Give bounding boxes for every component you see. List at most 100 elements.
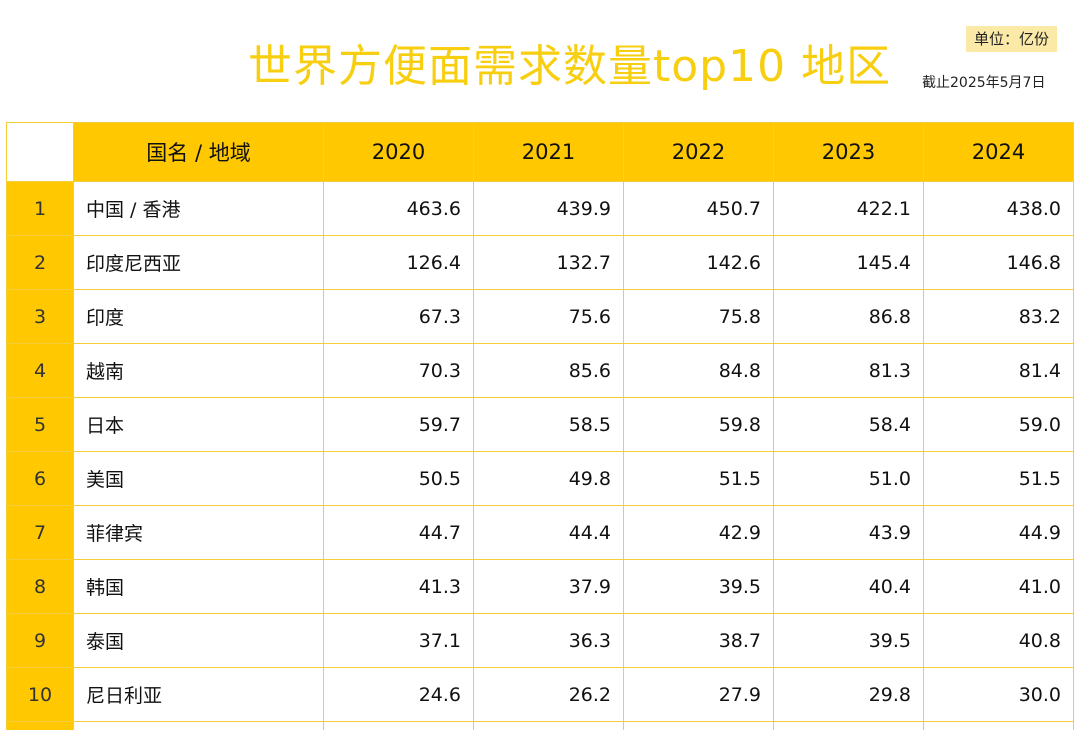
region-name-cell: 菲律宾 <box>74 506 324 560</box>
value-cell-2024: 83.2 <box>924 290 1074 344</box>
region-name-cell: 尼日利亚 <box>74 668 324 722</box>
region-name-cell: 美国 <box>74 452 324 506</box>
value-cell-2020: 126.4 <box>324 236 474 290</box>
rank-cell: 2 <box>7 236 74 290</box>
partial-cell <box>624 722 774 730</box>
column-header-2023: 2023 <box>774 123 924 182</box>
value-cell-2022: 142.6 <box>624 236 774 290</box>
value-cell-2020: 463.6 <box>324 182 474 236</box>
partial-cell <box>924 722 1074 730</box>
value-cell-2022: 59.8 <box>624 398 774 452</box>
value-cell-2023: 39.5 <box>774 614 924 668</box>
value-cell-2021: 49.8 <box>474 452 624 506</box>
region-name-cell: 越南 <box>74 344 324 398</box>
column-header-2020: 2020 <box>324 123 474 182</box>
rank-cell: 1 <box>7 182 74 236</box>
value-cell-2020: 50.5 <box>324 452 474 506</box>
corner-cell <box>7 123 74 182</box>
unit-label: 单位：亿份 <box>966 26 1057 52</box>
as-of-date: 截止2025年5月7日 <box>922 72 1045 92</box>
table-row-partial <box>7 722 1074 730</box>
value-cell-2024: 438.0 <box>924 182 1074 236</box>
value-cell-2023: 58.4 <box>774 398 924 452</box>
rank-cell: 3 <box>7 290 74 344</box>
column-header-2021: 2021 <box>474 123 624 182</box>
value-cell-2024: 41.0 <box>924 560 1074 614</box>
value-cell-2020: 70.3 <box>324 344 474 398</box>
value-cell-2024: 59.0 <box>924 398 1074 452</box>
value-cell-2023: 29.8 <box>774 668 924 722</box>
rank-cell: 6 <box>7 452 74 506</box>
column-header-2024: 2024 <box>924 123 1074 182</box>
region-name-cell: 韩国 <box>74 560 324 614</box>
value-cell-2024: 30.0 <box>924 668 1074 722</box>
value-cell-2023: 145.4 <box>774 236 924 290</box>
value-cell-2024: 40.8 <box>924 614 1074 668</box>
value-cell-2022: 450.7 <box>624 182 774 236</box>
value-cell-2023: 43.9 <box>774 506 924 560</box>
partial-cell <box>74 722 324 730</box>
region-name-cell: 日本 <box>74 398 324 452</box>
value-cell-2020: 67.3 <box>324 290 474 344</box>
value-cell-2020: 44.7 <box>324 506 474 560</box>
value-cell-2024: 44.9 <box>924 506 1074 560</box>
chart-title: 世界方便面需求数量top10 地区 <box>248 30 908 94</box>
value-cell-2024: 146.8 <box>924 236 1074 290</box>
value-cell-2022: 75.8 <box>624 290 774 344</box>
partial-cell <box>324 722 474 730</box>
column-header-2022: 2022 <box>624 123 774 182</box>
region-name-cell: 泰国 <box>74 614 324 668</box>
rank-cell: 8 <box>7 560 74 614</box>
value-cell-2021: 44.4 <box>474 506 624 560</box>
value-cell-2022: 84.8 <box>624 344 774 398</box>
rank-cell: 7 <box>7 506 74 560</box>
value-cell-2021: 37.9 <box>474 560 624 614</box>
value-cell-2021: 439.9 <box>474 182 624 236</box>
value-cell-2022: 27.9 <box>624 668 774 722</box>
rank-cell: 9 <box>7 614 74 668</box>
region-name-cell: 印度 <box>74 290 324 344</box>
value-cell-2022: 42.9 <box>624 506 774 560</box>
value-cell-2020: 41.3 <box>324 560 474 614</box>
value-cell-2022: 38.7 <box>624 614 774 668</box>
region-name-cell: 中国 / 香港 <box>74 182 324 236</box>
partial-cell <box>474 722 624 730</box>
value-cell-2023: 86.8 <box>774 290 924 344</box>
value-cell-2021: 36.3 <box>474 614 624 668</box>
rank-cell: 10 <box>7 668 74 722</box>
value-cell-2022: 39.5 <box>624 560 774 614</box>
value-cell-2020: 24.6 <box>324 668 474 722</box>
value-cell-2024: 51.5 <box>924 452 1074 506</box>
value-cell-2023: 40.4 <box>774 560 924 614</box>
column-header-region: 国名 / 地域 <box>74 123 324 182</box>
value-cell-2023: 51.0 <box>774 452 924 506</box>
value-cell-2022: 51.5 <box>624 452 774 506</box>
value-cell-2021: 85.6 <box>474 344 624 398</box>
value-cell-2021: 26.2 <box>474 668 624 722</box>
value-cell-2021: 75.6 <box>474 290 624 344</box>
header-row: 国名 / 地域 2020 2021 2022 2023 2024 <box>7 123 1074 182</box>
rank-cell: 4 <box>7 344 74 398</box>
value-cell-2024: 81.4 <box>924 344 1074 398</box>
value-cell-2020: 59.7 <box>324 398 474 452</box>
value-cell-2023: 81.3 <box>774 344 924 398</box>
rank-cell: 5 <box>7 398 74 452</box>
value-cell-2021: 58.5 <box>474 398 624 452</box>
value-cell-2021: 132.7 <box>474 236 624 290</box>
region-name-cell: 印度尼西亚 <box>74 236 324 290</box>
value-cell-2020: 37.1 <box>324 614 474 668</box>
partial-cell <box>774 722 924 730</box>
partial-cell <box>7 722 74 730</box>
value-cell-2023: 422.1 <box>774 182 924 236</box>
